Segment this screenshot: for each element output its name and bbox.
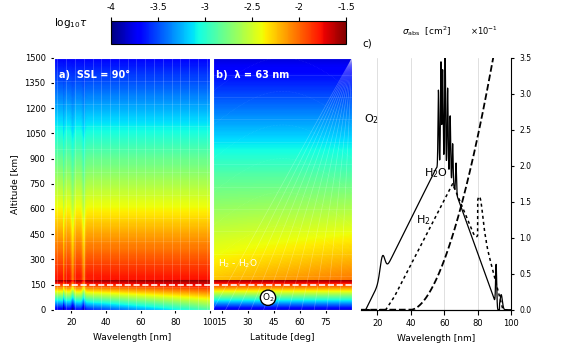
Text: c): c) — [362, 39, 372, 49]
X-axis label: Latitude [deg]: Latitude [deg] — [250, 332, 315, 342]
Y-axis label: Altitude [km]: Altitude [km] — [10, 154, 19, 214]
Text: H$_2$O: H$_2$O — [424, 167, 448, 180]
Text: H$_2$ - H$_2$O: H$_2$ - H$_2$O — [218, 257, 258, 270]
X-axis label: Wavelength [nm]: Wavelength [nm] — [397, 334, 475, 343]
Text: O$_2$: O$_2$ — [262, 292, 274, 304]
Text: $\times 10^{-1}$: $\times 10^{-1}$ — [470, 24, 498, 37]
Text: H$_2$: H$_2$ — [416, 214, 431, 227]
X-axis label: Wavelength [nm]: Wavelength [nm] — [93, 332, 171, 342]
Text: b)  λ = 63 nm: b) λ = 63 nm — [216, 70, 290, 80]
Text: O$_2$: O$_2$ — [364, 113, 379, 126]
Text: $\sigma_{\rm abs}$  [cm$^2$]: $\sigma_{\rm abs}$ [cm$^2$] — [403, 24, 452, 38]
Text: log$_{10}\tau$: log$_{10}\tau$ — [54, 16, 87, 30]
Text: a)  SSL = 90°: a) SSL = 90° — [59, 70, 130, 80]
